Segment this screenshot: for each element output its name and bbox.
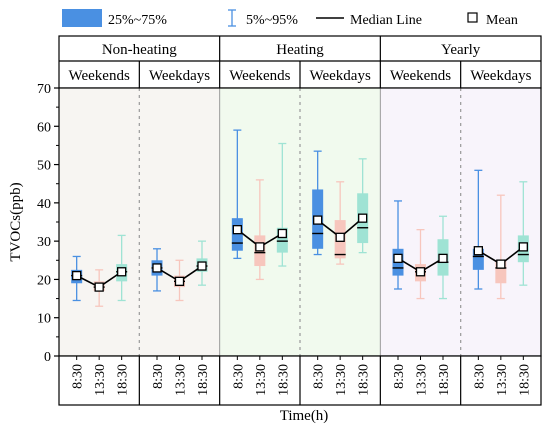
x-axis-title: Time(h) [280, 408, 329, 424]
x-axis-ticks: 8:30 13:30 18:30 8:30 13:30 18:30 8:30 13:30 18:… [58, 355, 542, 406]
y-tick-label: 0 [44, 350, 51, 365]
mean-marker [335, 232, 345, 242]
legend-median-label: Median Line [350, 13, 422, 28]
season-label: Non-heating [102, 42, 177, 58]
mean-marker [197, 261, 207, 271]
plot-area [58, 87, 542, 357]
x-tick-label: 13:30 [93, 364, 108, 396]
x-tick-label: 18:30 [437, 364, 452, 396]
season-label: Yearly [441, 42, 481, 58]
x-tick-label: 13:30 [495, 364, 510, 396]
mean-marker [393, 253, 403, 264]
group-label: Weekdays [310, 68, 371, 84]
x-tick-label: 8:30 [312, 364, 327, 389]
mean-marker [358, 213, 368, 223]
x-tick-label: 8:30 [151, 364, 166, 389]
box-body [495, 260, 507, 284]
x-tick-label: 18:30 [116, 364, 131, 396]
y-tick-label: 40 [37, 197, 51, 212]
x-tick-label: 18:30 [357, 364, 372, 396]
legend-whisker-label: 5%~95% [246, 13, 298, 28]
season-label: Heating [276, 42, 324, 58]
legend-mean-swatch [467, 12, 478, 23]
box-body [276, 227, 288, 253]
y-tick-label: 30 [37, 235, 51, 250]
mean-marker [232, 225, 242, 235]
box-heating-weekends-2 [276, 142, 288, 267]
y-axis-title: TVOCs(ppb) [8, 182, 24, 261]
mean-marker [255, 242, 265, 252]
legend-mean-label: Mean [486, 13, 518, 28]
x-tick-label: 8:30 [472, 364, 487, 389]
mean-marker [174, 276, 185, 286]
legend-box-swatch [62, 9, 102, 27]
group-label: Weekdays [470, 68, 531, 84]
mean-marker [438, 253, 448, 264]
y-tick-label: 70 [37, 82, 51, 97]
mean-marker [152, 263, 162, 273]
x-tick-label: 18:30 [196, 364, 211, 396]
legend-box-label: 25%~75% [108, 13, 167, 28]
group-label: Weekends [229, 68, 290, 84]
x-tick-label: 8:30 [231, 364, 246, 389]
mean-marker [518, 242, 528, 252]
mean-marker [473, 246, 483, 256]
y-tick-label: 60 [37, 120, 51, 135]
x-tick-label: 13:30 [415, 364, 430, 396]
group-label: Weekends [390, 68, 451, 84]
legend-whisker-swatch [228, 9, 236, 27]
mean-marker [415, 267, 426, 277]
x-tick-label: 13:30 [254, 364, 269, 396]
group-label: Weekdays [149, 68, 210, 84]
mean-marker [72, 270, 82, 281]
box-body [472, 248, 484, 270]
mean-marker [277, 228, 287, 239]
x-tick-label: 13:30 [174, 364, 189, 396]
y-tick-label: 10 [37, 312, 51, 327]
mean-marker [117, 267, 127, 277]
y-tick-label: 50 [37, 159, 51, 174]
x-tick-label: 13:30 [334, 364, 349, 396]
box-heating-weekends-0 [231, 129, 243, 260]
panel-headers: Non-heating Weekends Weekdays Heating Weeken… [58, 35, 542, 89]
y-axis: 0 10 20 30 40 50 60 70 [37, 82, 59, 365]
group-label: Weekends [69, 68, 130, 84]
mean-marker [496, 259, 506, 269]
box-yearly-weekdays-0 [472, 169, 484, 290]
x-tick-label: 18:30 [517, 364, 532, 396]
mean-marker [313, 215, 323, 225]
y-tick-label: 20 [37, 273, 51, 288]
mean-marker [94, 282, 104, 292]
box-body [231, 218, 243, 251]
x-tick-label: 18:30 [276, 364, 291, 396]
x-tick-label: 8:30 [392, 364, 407, 389]
x-tick-label: 8:30 [71, 364, 86, 389]
legend: 25%~75% 5%~95% Median Line Mean [62, 9, 518, 28]
